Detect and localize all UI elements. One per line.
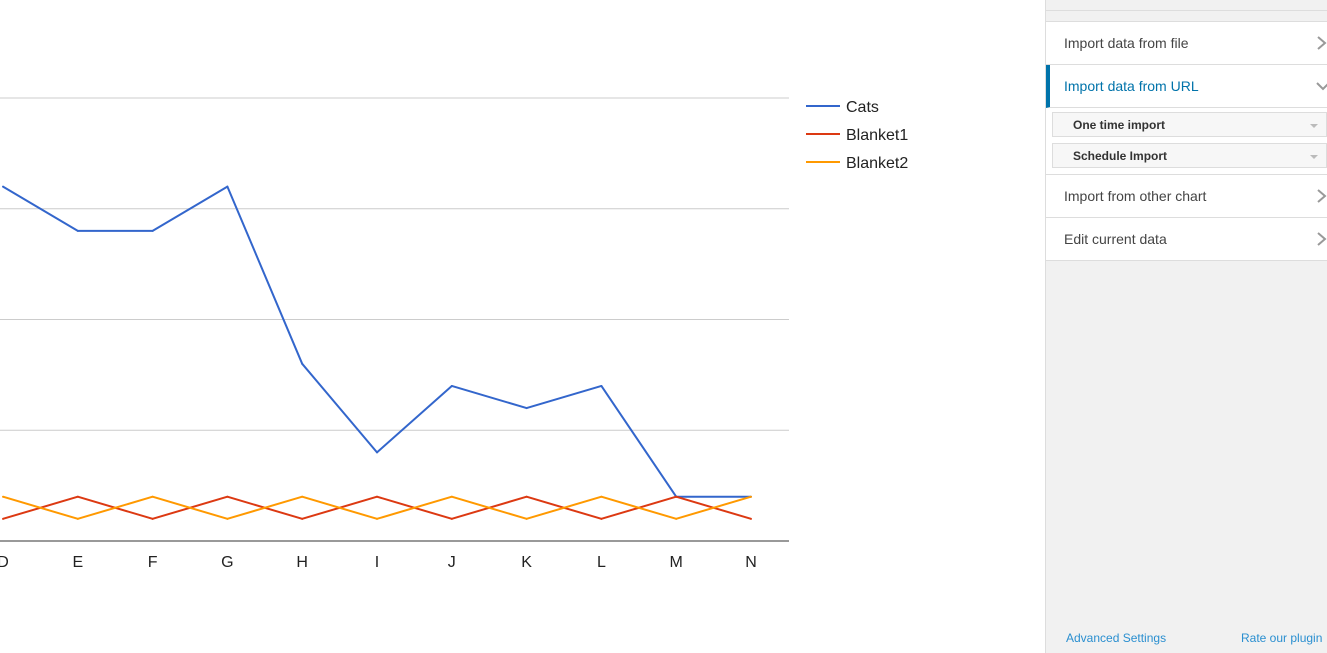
data-point-blanket1	[151, 517, 154, 520]
data-point-cats	[76, 229, 79, 232]
one-time-import-button[interactable]: One time import	[1052, 112, 1327, 137]
data-point-blanket2	[301, 495, 304, 498]
data-point-blanket2	[76, 517, 79, 520]
legend-label: Blanket2	[846, 155, 908, 172]
chart-area: D E F G H I J K L M N Cats Blanket1 Blanket2	[0, 97, 909, 571]
chevron-down-icon	[1316, 82, 1327, 91]
data-point-blanket1	[76, 495, 79, 498]
import-from-url-section[interactable]: Import data from URL	[1046, 65, 1327, 108]
import-from-file-label: Import data from file	[1064, 35, 1189, 51]
data-point-cats	[525, 407, 528, 410]
x-tick-label: I	[375, 554, 379, 571]
data-point-blanket2	[450, 495, 453, 498]
import-from-file-section[interactable]: Import data from file	[1046, 22, 1327, 65]
x-tick-label: M	[670, 554, 683, 571]
data-point-blanket1	[750, 517, 752, 520]
import-from-url-label: Import data from URL	[1064, 78, 1199, 94]
data-point-blanket2	[376, 517, 378, 520]
data-point-cats	[376, 451, 378, 454]
data-point-blanket2	[675, 517, 678, 520]
series-line-cats	[2, 185, 751, 498]
import-from-other-chart-label: Import from other chart	[1064, 188, 1207, 204]
data-point-blanket1	[226, 495, 229, 498]
data-point-blanket1	[2, 517, 4, 520]
caret-down-icon	[1310, 155, 1318, 159]
data-point-blanket1	[450, 517, 453, 520]
x-tick-label: L	[597, 554, 606, 571]
series-line-blanket2	[2, 495, 752, 520]
advanced-settings-link[interactable]: Advanced Settings	[1066, 631, 1167, 645]
rate-plugin-link[interactable]: Rate our plugin	[1241, 631, 1323, 645]
data-point-blanket1	[525, 495, 528, 498]
data-point-blanket2	[2, 495, 4, 498]
x-tick-label: F	[148, 554, 158, 571]
x-tick-label: E	[72, 554, 83, 571]
data-point-blanket2	[151, 495, 154, 498]
x-tick-label: H	[296, 554, 308, 571]
data-point-cats	[226, 185, 229, 188]
data-point-blanket2	[600, 495, 603, 498]
caret-down-icon	[1310, 124, 1318, 128]
data-point-blanket1	[376, 495, 378, 498]
data-point-cats	[301, 362, 304, 365]
x-tick-label: D	[0, 554, 9, 571]
line-chart: D E F G H I J K L M N Cats Blanket1 Blanket2	[0, 97, 908, 571]
sidebar-top-strip	[1046, 0, 1327, 11]
sidebar-footer: Advanced Settings Rate our plugin	[1046, 631, 1327, 647]
edit-current-data-section[interactable]: Edit current data	[1046, 218, 1327, 261]
import-from-other-chart-section[interactable]: Import from other chart	[1046, 175, 1327, 218]
data-point-cats	[600, 384, 603, 387]
data-point-blanket2	[226, 517, 229, 520]
data-point-blanket2	[750, 495, 752, 498]
chevron-right-icon	[1317, 232, 1327, 246]
data-point-cats	[450, 384, 453, 387]
data-point-blanket1	[600, 517, 603, 520]
schedule-import-label: Schedule Import	[1073, 149, 1168, 163]
legend-label: Cats	[846, 99, 879, 116]
legend-label: Blanket1	[846, 127, 908, 144]
x-tick-label: J	[448, 554, 456, 571]
data-point-cats	[2, 185, 4, 188]
data-point-blanket2	[525, 517, 528, 520]
data-point-blanket1	[301, 517, 304, 520]
x-tick-label: G	[221, 554, 233, 571]
edit-current-data-label: Edit current data	[1064, 231, 1167, 247]
data-point-cats	[151, 229, 154, 232]
data-sidebar: Import data from file Import data from U…	[1045, 0, 1327, 653]
sidebar-gap	[1046, 11, 1327, 22]
import-url-options: One time import Schedule Import	[1046, 108, 1327, 175]
one-time-import-label: One time import	[1073, 118, 1166, 132]
chevron-right-icon	[1317, 36, 1327, 50]
data-point-blanket1	[675, 495, 678, 498]
chevron-right-icon	[1317, 189, 1327, 203]
schedule-import-button[interactable]: Schedule Import	[1052, 143, 1327, 168]
x-tick-label: K	[521, 554, 532, 571]
x-tick-label: N	[745, 554, 757, 571]
